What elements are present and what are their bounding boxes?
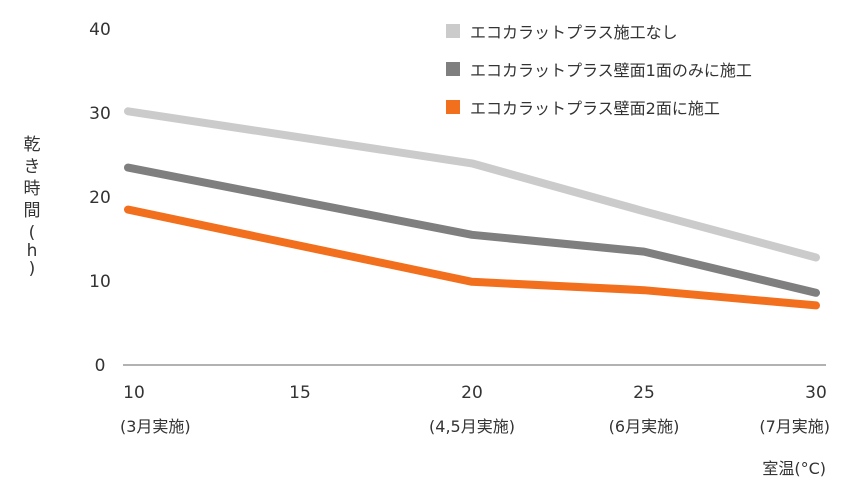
legend-item: エコカラットプラス壁面1面のみに施工 — [446, 58, 752, 80]
y-axis-title-char: ) — [28, 259, 36, 279]
legend-swatch — [446, 24, 460, 38]
x-axis-ticks: 10 (3月実施) 15 20 (4,5月実施) 25 (6月実施) 30 (7月実施) — [120, 383, 830, 436]
y-tick-label: 0 — [95, 356, 106, 376]
y-axis-title-char: h — [26, 241, 38, 261]
y-axis-title-char: 乾 — [23, 135, 41, 155]
x-tick-label: 30 — [805, 383, 827, 403]
x-tick-label: 20 — [461, 383, 483, 403]
y-axis-title-char: ( — [28, 223, 36, 243]
legend-item: エコカラットプラス壁面2面に施工 — [446, 96, 720, 118]
y-axis-title-char: 時 — [23, 179, 41, 199]
y-axis-ticks: 0 10 20 30 40 — [89, 20, 111, 376]
x-tick-sublabel: (7月実施) — [759, 417, 830, 436]
legend-item: エコカラットプラス施工なし — [446, 20, 678, 42]
legend-swatch — [446, 62, 460, 76]
series-line-3 — [124, 205, 820, 310]
y-tick-label: 30 — [89, 104, 111, 124]
series-line-2 — [124, 163, 820, 297]
y-axis-title-char: き — [23, 157, 41, 177]
x-tick-label: 10 — [123, 383, 145, 403]
y-tick-label: 20 — [89, 188, 111, 208]
y-tick-label: 10 — [89, 272, 111, 292]
legend-label: エコカラットプラス施工なし — [470, 23, 678, 42]
y-axis-title-char: 間 — [23, 201, 41, 221]
x-tick-sublabel: (4,5月実施) — [429, 417, 515, 436]
y-tick-label: 40 — [89, 20, 111, 40]
series-lines — [124, 107, 820, 310]
x-tick-label: 15 — [289, 383, 311, 403]
x-axis-title: 室温(°C) — [762, 459, 826, 478]
legend-label: エコカラットプラス壁面2面に施工 — [470, 99, 720, 118]
series-line-1 — [124, 107, 820, 262]
x-tick-sublabel: (6月実施) — [609, 417, 680, 436]
x-tick-label: 25 — [633, 383, 655, 403]
legend-label: エコカラットプラス壁面1面のみに施工 — [470, 61, 752, 80]
x-tick-sublabel: (3月実施) — [120, 417, 191, 436]
legend-swatch — [446, 100, 460, 114]
